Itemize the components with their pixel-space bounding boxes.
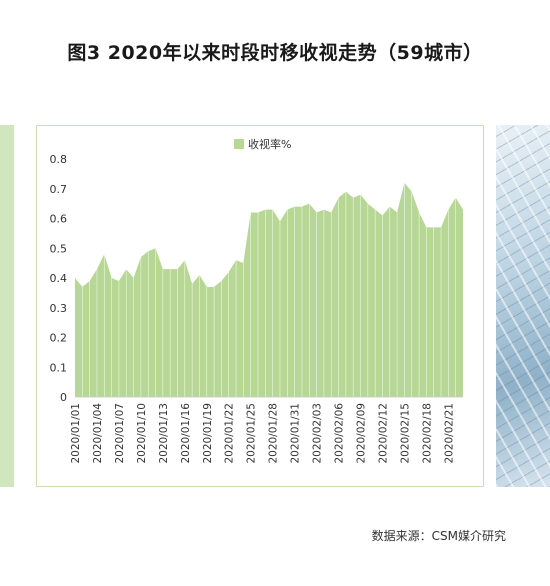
y-tick-label: 0.8 [50,153,68,166]
x-tick-label: 2020/02/12 [377,403,389,464]
y-tick-label: 0.1 [50,361,68,374]
x-tick-label: 2020/01/28 [268,403,280,464]
x-tick-label: 2020/01/25 [246,403,258,464]
y-tick-label: 0.3 [50,302,68,315]
y-tick-label: 0 [60,391,67,404]
x-tick-label: 2020/02/06 [334,403,346,464]
x-tick-label: 2020/02/18 [421,403,433,464]
y-tick-label: 0.5 [50,242,68,255]
x-tick-label: 2020/02/09 [356,403,368,464]
x-tick-label: 2020/01/31 [290,403,302,464]
x-tick-label: 2020/01/10 [136,403,148,464]
y-tick-label: 0.7 [50,183,68,196]
x-axis: 2020/01/01 2020/01/04 2020/01/07 2020/01/10… [70,403,455,464]
x-tick-label: 2020/01/01 [70,403,82,464]
y-tick-label: 0.4 [50,272,68,285]
x-tick-label: 2020/01/04 [92,403,104,464]
building-photo [496,125,550,487]
x-tick-label: 2020/02/03 [312,403,324,464]
legend-label: 收视率% [248,137,291,151]
x-tick-label: 2020/02/21 [443,403,455,464]
y-tick-label: 0.2 [50,332,68,345]
series-area [75,182,463,397]
y-axis: 0 0.1 0.2 0.3 0.4 0.5 0.6 0.7 0.8 [50,153,68,404]
area-layer [75,182,463,398]
chart-legend: 收视率% [234,137,291,151]
left-decorative-strip [0,125,14,487]
y-tick-label: 0.6 [50,213,68,226]
legend-swatch [234,139,244,149]
x-tick-label: 2020/01/13 [158,403,170,464]
x-tick-label: 2020/01/16 [180,403,192,464]
area-chart: 收视率% 0 0.1 0.2 0.3 0.4 0.5 0.6 0.7 0.8 2020/01/0… [50,137,463,464]
x-tick-label: 2020/02/15 [399,403,411,464]
chart-frame: 收视率% 0 0.1 0.2 0.3 0.4 0.5 0.6 0.7 0.8 2020/01/0… [36,125,484,487]
x-tick-label: 2020/01/19 [202,403,214,464]
source-note: 数据来源：CSM媒介研究 [371,529,506,543]
x-tick-label: 2020/01/22 [224,403,236,464]
x-tick-label: 2020/01/07 [114,403,126,464]
page-title: 图3 2020年以来时段时移收视走势（59城市） [67,42,483,64]
